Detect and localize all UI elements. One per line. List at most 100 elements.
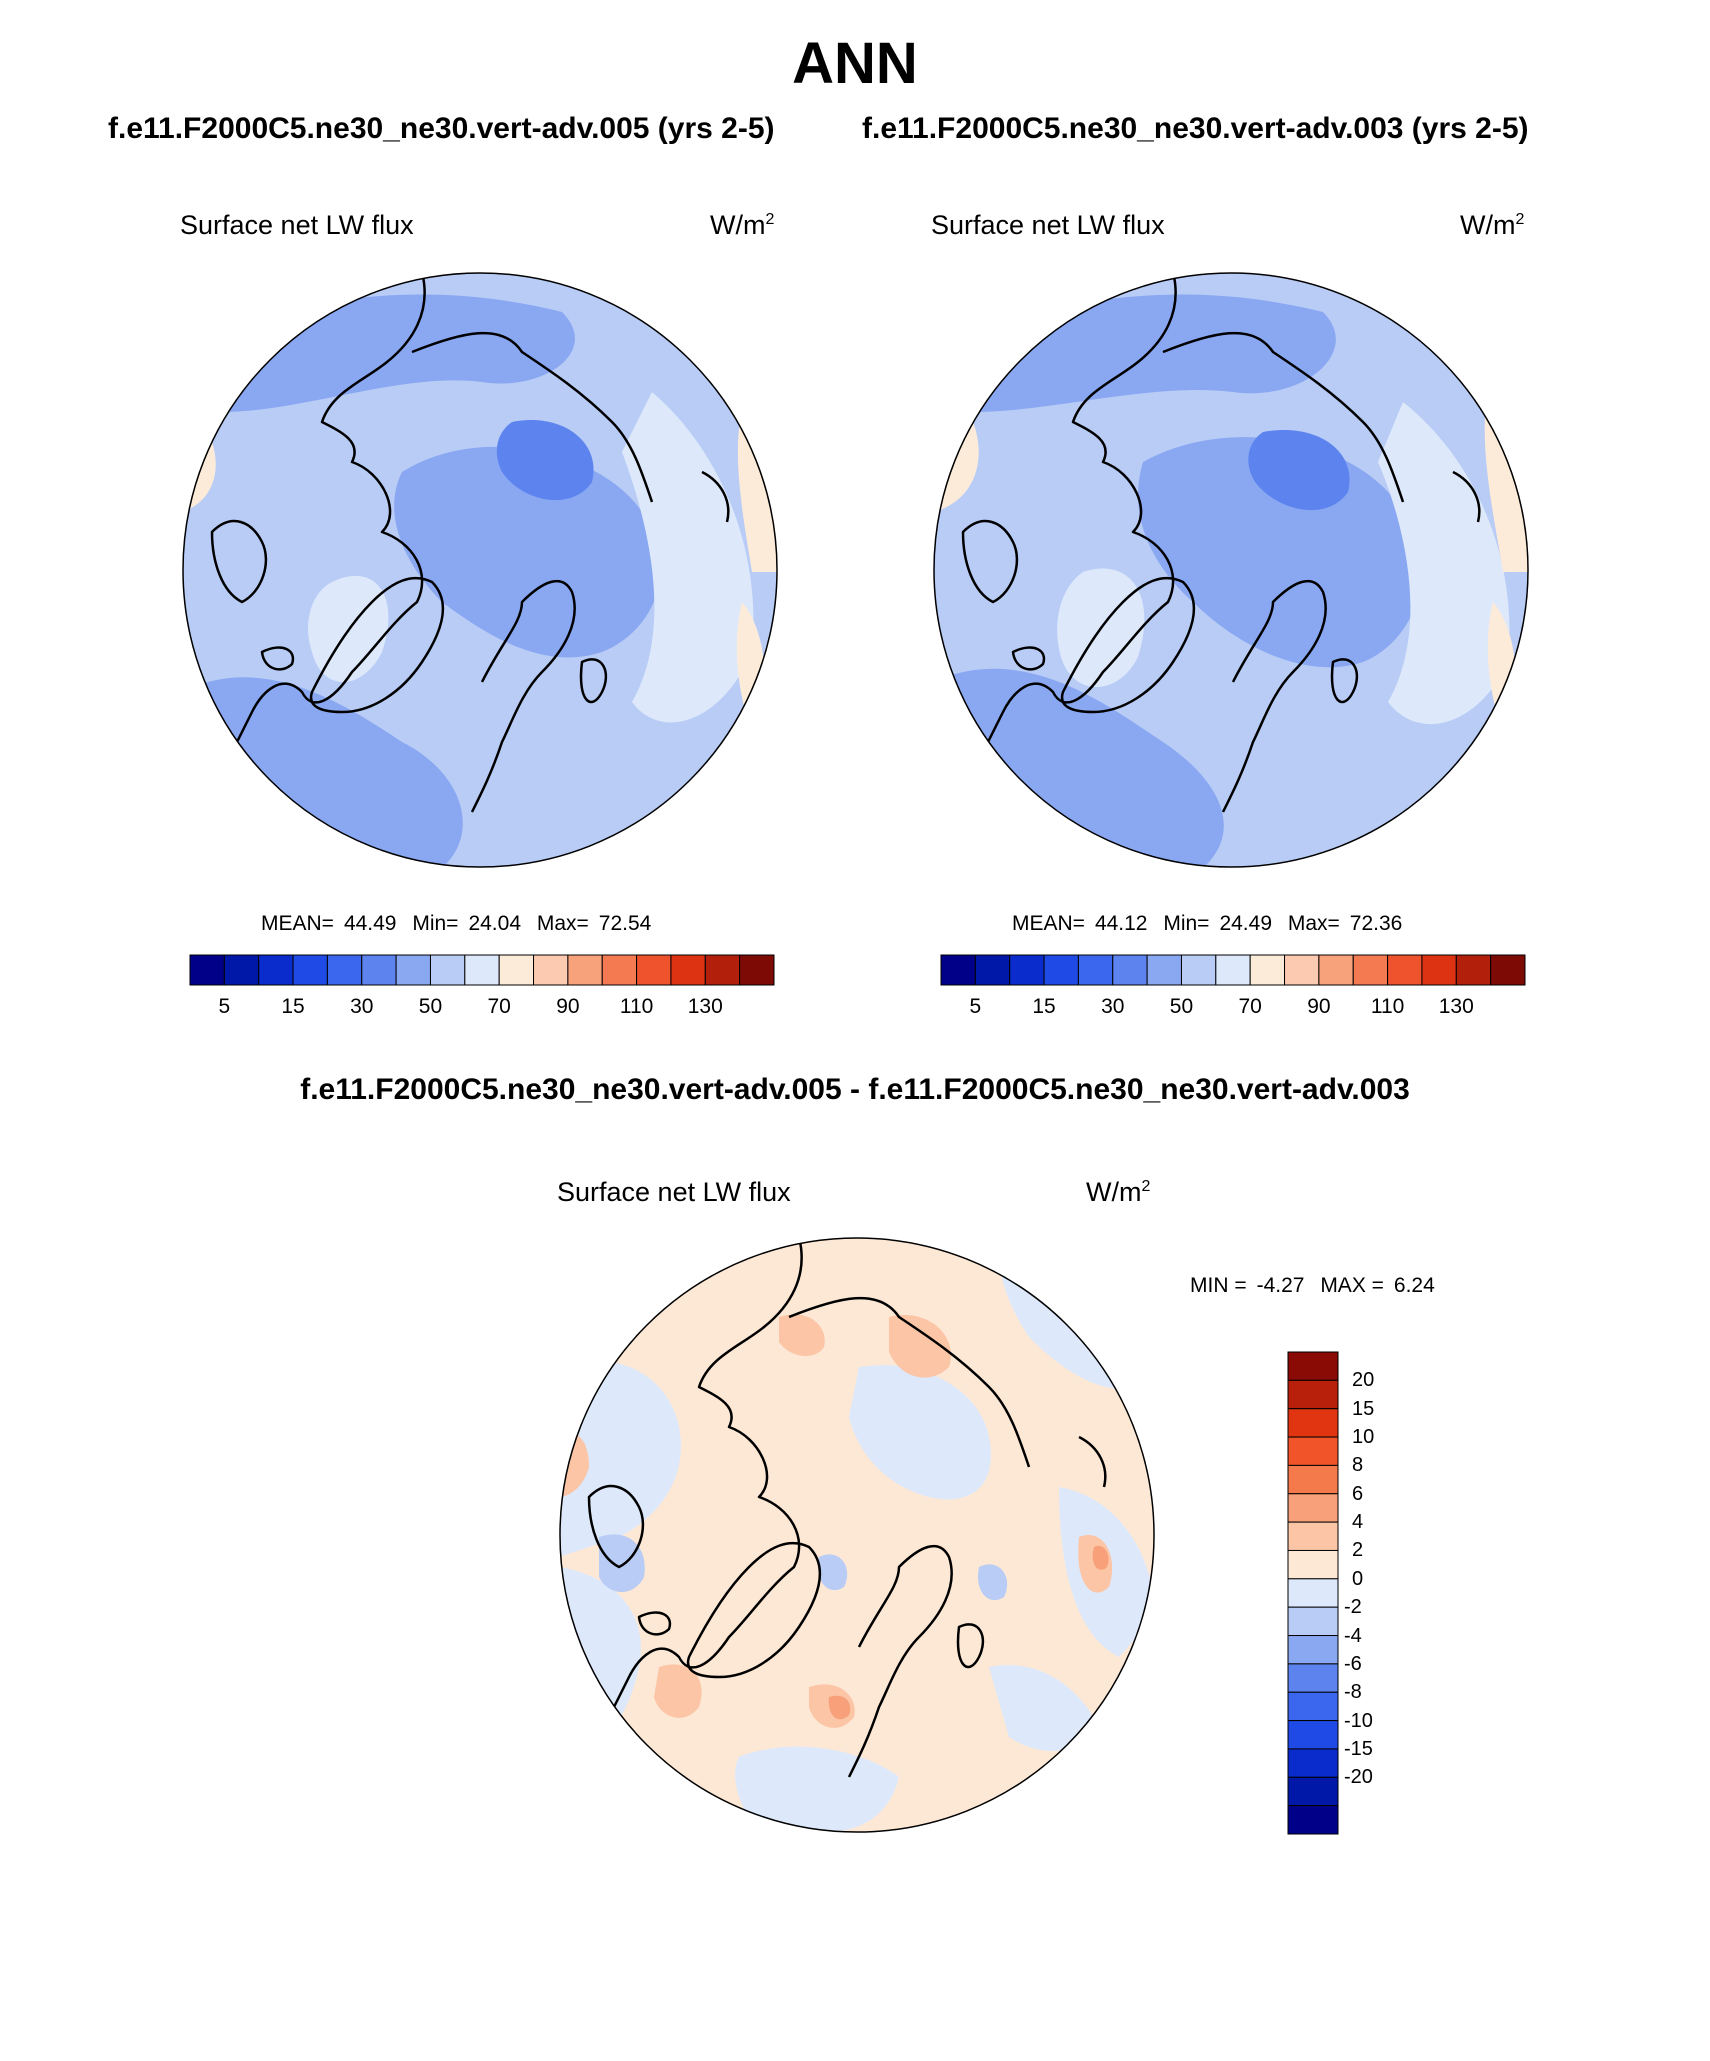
diff-colorbar-swatch — [1287, 1776, 1339, 1807]
difference-title: f.e11.F2000C5.ne30_ne30.vert-adv.005 - f… — [300, 1073, 1410, 1106]
panel2-colorbar-tick-label: 30 — [1101, 995, 1125, 1018]
diff-colorbar-tick-label: 8 — [1352, 1454, 1364, 1477]
figure-title: ANN — [792, 31, 918, 96]
panel2-colorbar-swatch — [1249, 954, 1286, 986]
diff-colorbar-swatch — [1287, 1691, 1339, 1722]
panel2-colorbar-swatch — [1215, 954, 1251, 986]
panel2-colorbar-tick-label: 110 — [1370, 995, 1405, 1018]
map3-field-warm-top-right — [889, 1315, 951, 1378]
diff-colorbar-swatch — [1287, 1549, 1339, 1580]
map2-coastline-eurasia — [971, 273, 1177, 773]
panel1-colorbar-swatch — [601, 954, 638, 986]
panel2-min-value: 24.49 — [1219, 912, 1273, 935]
panel1-max-label: Max= — [536, 912, 589, 935]
map2-field-mid-central — [1138, 437, 1422, 668]
panel1-polar-map — [182, 272, 778, 868]
map3-coastline-asia-east — [788, 1296, 1031, 1468]
panel1-colorbar-swatch — [498, 954, 535, 986]
panel2-colorbar-swatch — [1043, 954, 1079, 986]
diff-colorbar-swatch — [1287, 1379, 1339, 1410]
diff-colorbar-swatch — [1287, 1748, 1339, 1778]
map3-field-cool-right-small — [978, 1564, 1008, 1601]
map2-coastline-asia-east — [1162, 331, 1405, 503]
map3-field-warm-center-top — [779, 1314, 825, 1357]
map3-coastline-eurasia — [597, 1238, 803, 1738]
case-title-left: f.e11.F2000C5.ne30_ne30.vert-adv.005 (yr… — [108, 112, 775, 145]
panel2-colorbar-tick-label: 15 — [1032, 995, 1056, 1018]
panel1-colorbar — [189, 954, 775, 986]
diff-stats: MIN = -4.27 MAX = 6.24 — [1190, 1274, 1445, 1298]
case-title-right: f.e11.F2000C5.ne30_ne30.vert-adv.003 (yr… — [862, 112, 1529, 145]
panel2-colorbar-swatch — [1077, 954, 1114, 986]
panel1-colorbar-tick-label: 5 — [218, 995, 231, 1018]
map3-coastline-kamchatka — [1078, 1435, 1107, 1488]
panel1-min-label: Min= — [412, 912, 459, 935]
map3-coastline-scandinavia — [587, 1485, 645, 1569]
map3-field-warm-strong — [828, 1695, 851, 1720]
panel2-colorbar-swatch — [1455, 954, 1492, 986]
diff-colorbar-tick-label: 6 — [1352, 1482, 1364, 1505]
panel1-colorbar-swatch — [223, 954, 260, 986]
diff-units: W/m2 — [1086, 1177, 1151, 1207]
panel2-colorbar-swatch — [940, 954, 976, 986]
map3-coastline-iceland — [637, 1611, 672, 1636]
diff-colorbar-swatch — [1287, 1351, 1339, 1381]
panel1-colorbar-swatch — [326, 954, 363, 986]
panel1-colorbar-swatch — [189, 954, 225, 986]
panel2-colorbar-swatch — [1146, 954, 1182, 986]
panel2-mean-value: 44.12 — [1094, 912, 1148, 935]
panel2-colorbar-swatch — [1490, 954, 1526, 986]
diff-colorbar-tick-label: -8 — [1344, 1681, 1362, 1704]
map3-field-warm-strong-right — [1092, 1545, 1109, 1570]
panel2-colorbar-swatch — [1284, 954, 1320, 986]
panel1-units: W/m2 — [710, 210, 775, 240]
panel1-colorbar-swatch — [533, 954, 569, 986]
diff-colorbar-tick-label: -20 — [1344, 1766, 1373, 1789]
panel1-max-value: 72.54 — [598, 912, 652, 935]
diff-colorbar — [1287, 1351, 1339, 1835]
panel1-colorbar-swatch — [361, 954, 397, 986]
panel1-colorbar-ticks: 5 15 30 50 70 90 110 130 — [190, 995, 774, 1025]
panel2-polar-map — [933, 272, 1529, 868]
panel2-colorbar-tick-label: 50 — [1169, 995, 1194, 1018]
map3-field-cool-center-right — [849, 1365, 991, 1500]
panel1-colorbar-swatch — [670, 954, 706, 986]
map1-coastline-north-america — [470, 580, 576, 813]
diff-colorbar-swatch — [1287, 1521, 1339, 1551]
panel1-mean-value: 44.49 — [343, 912, 397, 935]
diff-colorbar-tick-label: -4 — [1344, 1624, 1362, 1647]
map3-field-warm-bottom-left — [654, 1664, 702, 1718]
panel2-colorbar-tick-label: 90 — [1307, 995, 1331, 1018]
map2-field-light-east — [1378, 402, 1510, 725]
panel1-colorbar-swatch — [739, 954, 775, 986]
diff-colorbar-swatch — [1287, 1606, 1339, 1637]
diff-colorbar-swatch — [1287, 1663, 1339, 1693]
map1-field-light-east — [622, 392, 754, 723]
panel2-colorbar-tick-label: 130 — [1438, 995, 1474, 1018]
panel2-colorbar-tick-label: 5 — [969, 995, 982, 1018]
panel1-colorbar-tick-label: 15 — [281, 995, 305, 1018]
panel1-mean-label: MEAN= — [261, 912, 334, 935]
panel2-units: W/m2 — [1460, 210, 1525, 240]
panel2-max-value: 72.36 — [1349, 912, 1403, 935]
map1-coastline-iceland — [260, 646, 295, 671]
map1-coastline-greenland — [309, 576, 445, 714]
panel1-colorbar-tick-label: 90 — [556, 995, 580, 1018]
panel1-colorbar-swatch — [464, 954, 500, 986]
diff-colorbar-swatch — [1287, 1720, 1339, 1750]
panel1-colorbar-swatch — [567, 954, 603, 986]
panel2-colorbar-ticks: 5 15 30 50 70 90 110 130 — [941, 995, 1525, 1025]
map2-coastline-iceland — [1011, 646, 1046, 671]
panel2-mean-label: MEAN= — [1012, 912, 1085, 935]
diff-colorbar-tick-label: -2 — [1344, 1596, 1362, 1619]
panel2-colorbar-swatch — [1180, 954, 1217, 986]
panel1-colorbar-tick-label: 70 — [487, 995, 511, 1018]
panel2-colorbar-swatch — [1352, 954, 1389, 986]
diff-colorbar-tick-label: 15 — [1352, 1397, 1375, 1420]
map1-coastline-asia-east — [411, 331, 654, 503]
diff-colorbar-tick-label: 0 — [1352, 1567, 1364, 1590]
map3-field-cool-center-small — [818, 1554, 848, 1591]
map3-coastline-north-america — [847, 1545, 953, 1778]
panel2-colorbar-swatch — [1421, 954, 1457, 986]
diff-colorbar-swatch — [1287, 1464, 1339, 1495]
